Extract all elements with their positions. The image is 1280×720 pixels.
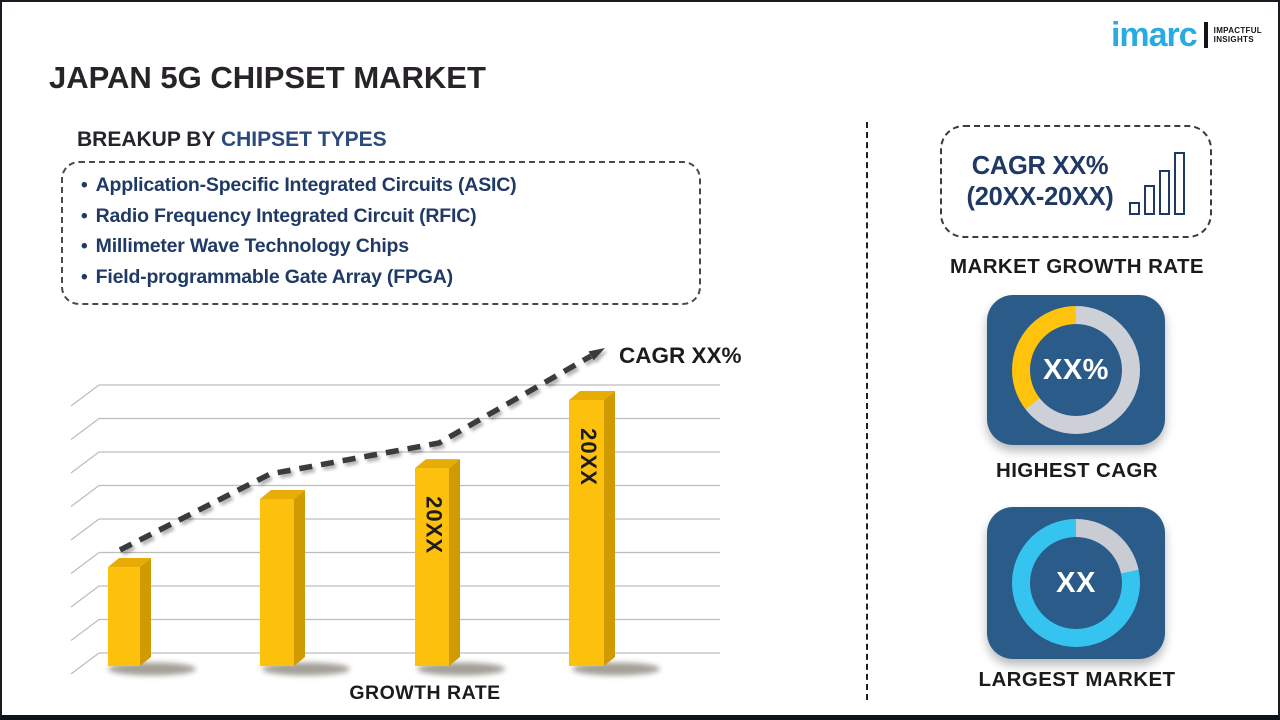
highest-cagr-label: HIGHEST CAGR bbox=[996, 459, 1158, 482]
cagr-line1: CAGR XX% bbox=[971, 151, 1109, 180]
arrowhead-icon bbox=[588, 348, 605, 361]
bar-year-label: 20XX bbox=[422, 496, 447, 554]
largest-market-value: XX bbox=[1056, 566, 1096, 599]
cagr-line2: (20XX-20XX) bbox=[966, 182, 1114, 211]
donut-hole: XX bbox=[1030, 537, 1122, 629]
bar-front bbox=[415, 468, 449, 666]
bar-year-label: 20XX bbox=[576, 428, 601, 486]
bullet-icon: • bbox=[81, 266, 88, 288]
market-growth-rate-label: MARKET GROWTH RATE bbox=[950, 255, 1204, 278]
bar-top bbox=[569, 391, 615, 400]
section-divider bbox=[866, 122, 868, 700]
largest-market-tile: XX bbox=[987, 507, 1165, 659]
list-item-label: Application-Specific Integrated Circuits… bbox=[95, 174, 517, 196]
bar-top bbox=[415, 459, 460, 469]
bullet-icon: • bbox=[81, 175, 88, 196]
logo-tagline-line2: INSIGHTS bbox=[1213, 35, 1254, 44]
breakup-heading: BREAKUP BY CHIPSET TYPES bbox=[77, 128, 387, 152]
growth-rate-chart: 20XX 20XX CAGR XX% GROWTH RATE bbox=[70, 343, 742, 704]
bar-front bbox=[108, 567, 140, 666]
list-item: • Field-programmable Gate Array (FPGA) bbox=[81, 266, 681, 297]
highest-cagr-tile: XX% bbox=[987, 295, 1165, 445]
bullet-icon: • bbox=[81, 236, 88, 257]
cagr-trend-label: CAGR XX% bbox=[619, 343, 742, 368]
logo-tagline: IMPACTFUL INSIGHTS bbox=[1214, 26, 1262, 44]
logo-divider bbox=[1203, 22, 1208, 48]
list-item-label: Field-programmable Gate Array (FPGA) bbox=[95, 265, 453, 288]
breakup-prefix: BREAKUP BY bbox=[77, 128, 221, 151]
page-title: JAPAN 5G CHIPSET MARKET bbox=[49, 60, 486, 95]
highest-cagr-value: XX% bbox=[1043, 353, 1109, 386]
list-item: • Millimeter Wave Technology Chips bbox=[81, 235, 681, 266]
logo-tagline-line1: IMPACTFUL bbox=[1213, 26, 1262, 35]
bar-chart-icon bbox=[1125, 149, 1186, 215]
bar-side bbox=[449, 459, 460, 666]
cagr-summary-box: CAGR XX% (20XX-20XX) bbox=[940, 125, 1212, 238]
imarc-logo: imarc IMPACTFUL INSIGHTS bbox=[1110, 16, 1262, 54]
bar-icon-segment bbox=[1129, 201, 1141, 215]
bar-front bbox=[260, 498, 294, 666]
largest-market-label: LARGEST MARKET bbox=[978, 668, 1176, 691]
bar-side bbox=[604, 391, 615, 666]
list-item-label: Millimeter Wave Technology Chips bbox=[95, 235, 409, 257]
breakup-highlight: CHIPSET TYPES bbox=[220, 128, 387, 151]
list-item: • Radio Frequency Integrated Circuit (RF… bbox=[81, 205, 681, 236]
chipset-types-box: • Application-Specific Integrated Circui… bbox=[61, 161, 701, 305]
list-item-label: Radio Frequency Integrated Circuit (RFIC… bbox=[95, 204, 477, 227]
bar-icon-segment bbox=[1144, 184, 1156, 215]
bullet-icon: • bbox=[81, 205, 88, 227]
cagr-summary-text: CAGR XX% (20XX-20XX) bbox=[967, 151, 1114, 213]
x-axis-label: GROWTH RATE bbox=[349, 682, 500, 704]
list-item: • Application-Specific Integrated Circui… bbox=[81, 174, 681, 205]
cagr-trend-line bbox=[118, 348, 605, 553]
bar-side bbox=[140, 558, 151, 666]
bar-top bbox=[108, 558, 151, 568]
imarc-brand-text: imarc bbox=[1110, 16, 1198, 54]
highest-cagr-donut: XX% bbox=[1012, 306, 1140, 434]
bar-icon-segment bbox=[1159, 169, 1171, 215]
largest-market-donut: XX bbox=[1012, 519, 1140, 647]
bar-front bbox=[569, 400, 604, 666]
donut-hole: XX% bbox=[1030, 324, 1122, 416]
bar-side bbox=[294, 489, 305, 666]
bar-top bbox=[260, 489, 305, 499]
bar-icon-segment bbox=[1174, 151, 1186, 215]
